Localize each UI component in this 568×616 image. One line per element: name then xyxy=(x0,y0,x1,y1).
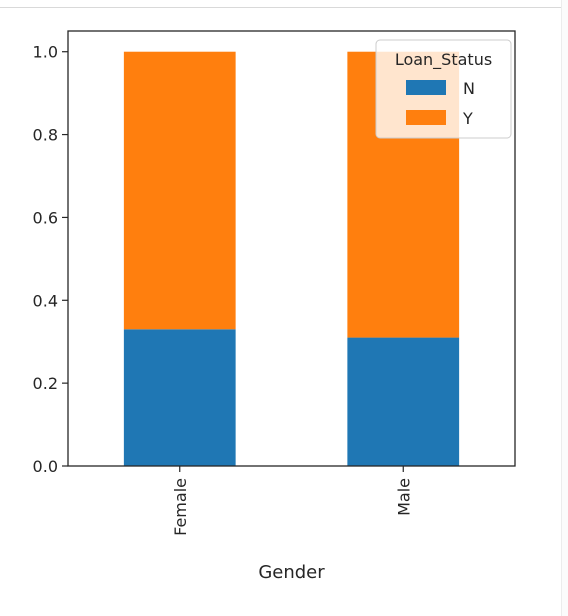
y-axis: 0.0 0.2 0.4 0.6 0.8 1.0 xyxy=(33,43,68,476)
plot-frame xyxy=(67,30,516,467)
legend-label-n: N xyxy=(463,79,475,98)
y-tick-label: 0.0 xyxy=(33,457,58,476)
legend: Loan_Status NY xyxy=(375,39,512,139)
y-tick-label: 1.0 xyxy=(33,43,58,62)
legend-swatch-n xyxy=(406,80,446,95)
y-tick-label: 0.2 xyxy=(33,374,58,393)
x-tick-label: Male xyxy=(394,478,413,516)
legend-label-y: Y xyxy=(462,109,473,128)
bar-female-n xyxy=(123,329,236,466)
y-tick-label: 0.4 xyxy=(33,291,58,310)
legend-title: Loan_Status xyxy=(395,50,492,70)
y-tick-label: 0.8 xyxy=(33,126,58,145)
bar-female-y xyxy=(123,51,236,330)
scrollbar-track[interactable] xyxy=(561,0,568,616)
x-tick-label: Female xyxy=(171,478,190,536)
x-axis: Female Male xyxy=(171,466,413,536)
legend-swatch-y xyxy=(406,110,446,125)
x-axis-label: Gender xyxy=(258,562,325,583)
bar-male-n xyxy=(347,337,460,466)
output-cell-top-border xyxy=(0,0,568,8)
y-tick-label: 0.6 xyxy=(33,208,58,227)
